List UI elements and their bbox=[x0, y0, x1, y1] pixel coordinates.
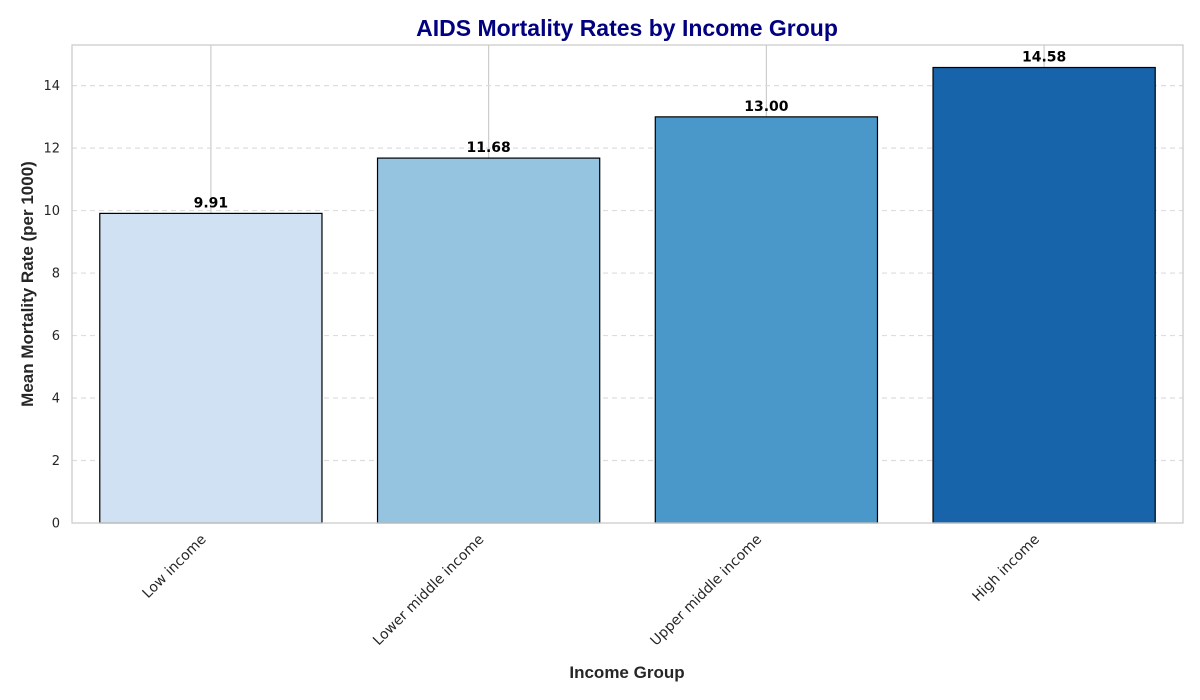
data-label: 13.00 bbox=[744, 99, 789, 115]
y-tick-label: 0 bbox=[52, 517, 60, 532]
bar bbox=[99, 212, 323, 524]
bars-layer bbox=[99, 66, 1156, 524]
y-tick-label: 12 bbox=[43, 142, 60, 157]
x-axis-label: Income Group bbox=[569, 663, 684, 682]
data-label: 9.91 bbox=[194, 195, 229, 211]
chart-title: AIDS Mortality Rates by Income Group bbox=[416, 15, 838, 41]
plot-frame bbox=[71, 44, 1184, 524]
y-tick-label: 14 bbox=[43, 79, 60, 94]
data-labels-layer: 9.91 11.68 13.00 14.58 bbox=[194, 49, 1067, 211]
data-label: 11.68 bbox=[466, 140, 510, 156]
y-tick-label: 10 bbox=[43, 204, 60, 219]
bar bbox=[376, 157, 601, 524]
x-tick-label: High income bbox=[969, 532, 1042, 605]
y-tick-label: 4 bbox=[52, 392, 60, 407]
y-tick-label: 2 bbox=[52, 454, 60, 469]
y-axis-label: Mean Mortality Rate (per 1000) bbox=[18, 161, 37, 407]
data-label: 14.58 bbox=[1022, 49, 1066, 65]
y-axis-ticks: 0 2 4 6 8 10 12 14 bbox=[43, 79, 60, 531]
x-tick-label: Lower middle income bbox=[370, 532, 487, 649]
bar bbox=[932, 66, 1156, 524]
x-axis-ticks: Low income Lower middle income Upper middl… bbox=[139, 532, 1042, 650]
x-tick-label: Low income bbox=[139, 532, 209, 602]
bar bbox=[654, 116, 879, 524]
x-tick-label: Upper middle income bbox=[648, 532, 766, 650]
y-tick-label: 8 bbox=[52, 267, 60, 282]
y-tick-label: 6 bbox=[52, 329, 60, 344]
